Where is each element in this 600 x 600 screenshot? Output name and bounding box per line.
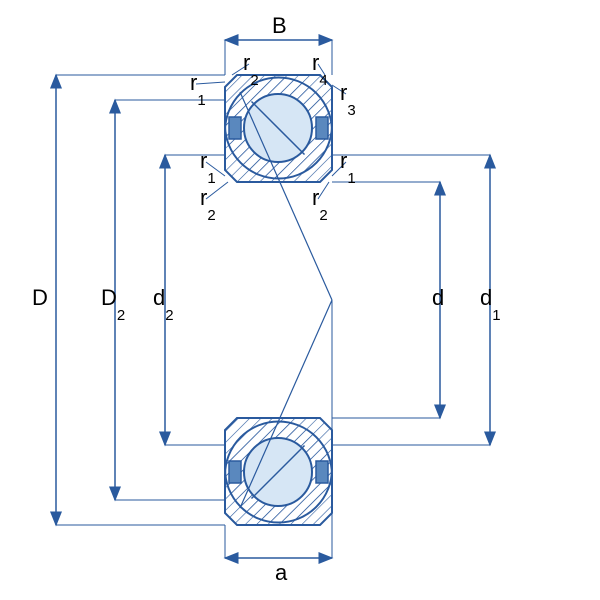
dim-label-B: B — [272, 13, 287, 38]
bearing-diagram: BaDD2d2dd1r1r2r4r3r1r2r1r2 — [0, 0, 600, 600]
cage — [229, 117, 241, 139]
cage — [316, 117, 328, 139]
dim-label-d: d — [432, 285, 444, 310]
radius-label: r3 — [340, 80, 356, 119]
dim-label-a: a — [275, 560, 288, 585]
cage — [316, 461, 328, 483]
radius-leader — [318, 182, 329, 199]
radius-label: r1 — [340, 148, 356, 187]
cage — [229, 461, 241, 483]
dim-label-d2: d2 — [153, 285, 174, 324]
radius-label: r2 — [200, 185, 216, 224]
radius-label: r2 — [312, 185, 328, 224]
dim-label-D2: D2 — [101, 285, 125, 324]
radius-label: r1 — [190, 70, 206, 109]
radius-leader — [196, 82, 225, 84]
dim-label-D: D — [32, 285, 48, 310]
